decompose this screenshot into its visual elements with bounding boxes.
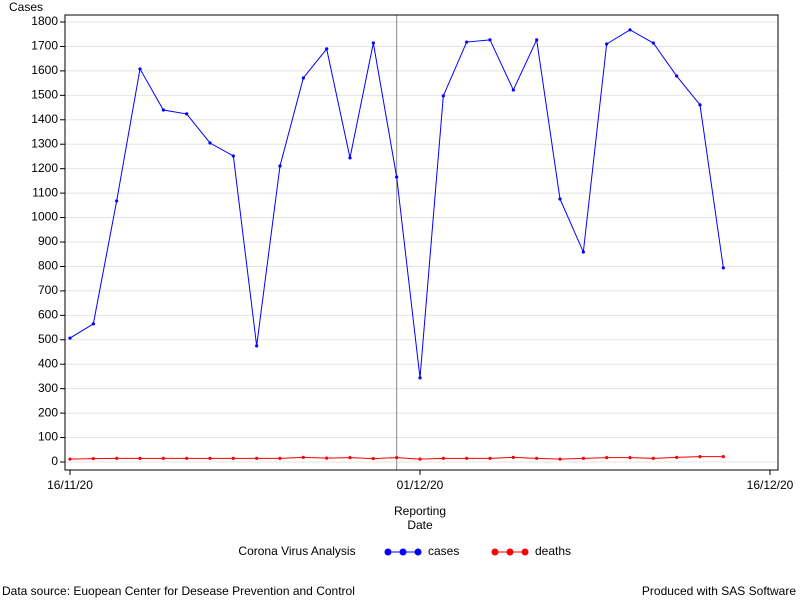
data-point bbox=[68, 457, 72, 461]
data-point bbox=[185, 112, 189, 116]
legend-marker bbox=[384, 548, 392, 556]
data-point bbox=[651, 41, 655, 45]
data-point bbox=[675, 455, 679, 459]
data-point bbox=[651, 456, 655, 460]
data-point bbox=[208, 456, 212, 460]
data-point bbox=[138, 67, 142, 71]
data-point bbox=[721, 455, 725, 459]
data-point bbox=[231, 456, 235, 460]
data-point bbox=[325, 456, 329, 460]
data-point bbox=[325, 47, 329, 51]
data-point bbox=[138, 456, 142, 460]
data-point bbox=[395, 175, 399, 179]
data-point bbox=[418, 376, 422, 380]
legend-marker bbox=[399, 548, 407, 556]
data-point bbox=[628, 456, 632, 460]
legend-label: cases bbox=[428, 544, 459, 558]
legend-label: deaths bbox=[535, 544, 571, 558]
data-point bbox=[581, 456, 585, 460]
data-point bbox=[675, 74, 679, 78]
data-point bbox=[488, 38, 492, 42]
data-point bbox=[301, 76, 305, 80]
data-point bbox=[348, 156, 352, 160]
data-point bbox=[278, 456, 282, 460]
data-point bbox=[441, 94, 445, 98]
legend-marker bbox=[506, 548, 514, 556]
footnote: Produced with SAS Software bbox=[642, 584, 796, 598]
data-point bbox=[208, 141, 212, 145]
legend-marker bbox=[491, 548, 499, 556]
data-point bbox=[511, 455, 515, 459]
data-point bbox=[91, 456, 95, 461]
data-point bbox=[605, 456, 609, 460]
y-tick-label: 1600 bbox=[31, 63, 58, 77]
data-point bbox=[371, 456, 375, 461]
data-point bbox=[418, 457, 422, 461]
data-point bbox=[535, 38, 539, 42]
data-point bbox=[558, 197, 562, 201]
legend-title: Corona Virus Analysis bbox=[238, 544, 355, 558]
data-point bbox=[395, 456, 399, 460]
x-tick-label: 16/12/20 bbox=[747, 478, 794, 492]
y-tick-label: 0 bbox=[51, 454, 58, 468]
y-axis-label: Cases bbox=[9, 0, 43, 14]
data-point bbox=[371, 41, 375, 45]
data-point bbox=[91, 322, 95, 326]
y-tick-label: 100 bbox=[38, 430, 58, 444]
y-tick-label: 900 bbox=[38, 234, 58, 248]
data-point bbox=[115, 456, 119, 460]
y-tick-label: 1700 bbox=[31, 39, 58, 53]
plot-frame bbox=[64, 14, 779, 471]
data-point bbox=[301, 455, 305, 459]
y-tick-label: 400 bbox=[38, 356, 58, 370]
data-point bbox=[161, 456, 165, 460]
y-tick-label: 700 bbox=[38, 283, 58, 297]
y-tick-label: 1000 bbox=[31, 210, 58, 224]
y-tick-label: 300 bbox=[38, 381, 58, 395]
y-tick-label: 800 bbox=[38, 259, 58, 273]
data-point bbox=[278, 164, 282, 168]
x-axis-label: Date bbox=[407, 518, 433, 532]
data-point bbox=[441, 456, 445, 460]
data-point bbox=[488, 456, 492, 460]
data-point bbox=[465, 456, 469, 460]
footnote: Data source: Euopean Center for Desease … bbox=[2, 584, 355, 598]
data-point bbox=[698, 103, 702, 107]
data-point bbox=[511, 88, 515, 92]
data-point bbox=[465, 40, 469, 44]
data-point bbox=[581, 250, 585, 254]
data-point bbox=[255, 344, 259, 348]
y-tick-label: 1200 bbox=[31, 161, 58, 175]
y-tick-label: 1500 bbox=[31, 88, 58, 102]
data-point bbox=[605, 42, 609, 46]
data-point bbox=[231, 154, 235, 158]
x-tick-label: 01/12/20 bbox=[397, 478, 444, 492]
data-point bbox=[628, 28, 632, 32]
legend-marker bbox=[521, 548, 529, 556]
y-tick-label: 200 bbox=[38, 405, 58, 419]
y-tick-label: 1100 bbox=[32, 185, 58, 199]
data-point bbox=[161, 108, 165, 112]
data-point bbox=[348, 456, 352, 460]
y-tick-label: 1800 bbox=[31, 14, 58, 28]
x-tick-label: 16/11/20 bbox=[47, 478, 93, 492]
y-tick-label: 600 bbox=[38, 308, 58, 322]
data-point bbox=[115, 199, 119, 203]
data-point bbox=[698, 455, 702, 459]
data-point bbox=[558, 457, 562, 461]
y-tick-label: 1300 bbox=[31, 136, 58, 150]
data-point bbox=[68, 336, 72, 340]
data-point bbox=[185, 456, 189, 460]
y-tick-label: 500 bbox=[38, 332, 58, 346]
legend-marker bbox=[414, 548, 422, 556]
data-point bbox=[535, 456, 539, 460]
x-axis-label: Reporting bbox=[394, 504, 446, 518]
data-point bbox=[255, 456, 259, 460]
data-point bbox=[721, 266, 725, 270]
y-tick-label: 1400 bbox=[31, 112, 58, 126]
